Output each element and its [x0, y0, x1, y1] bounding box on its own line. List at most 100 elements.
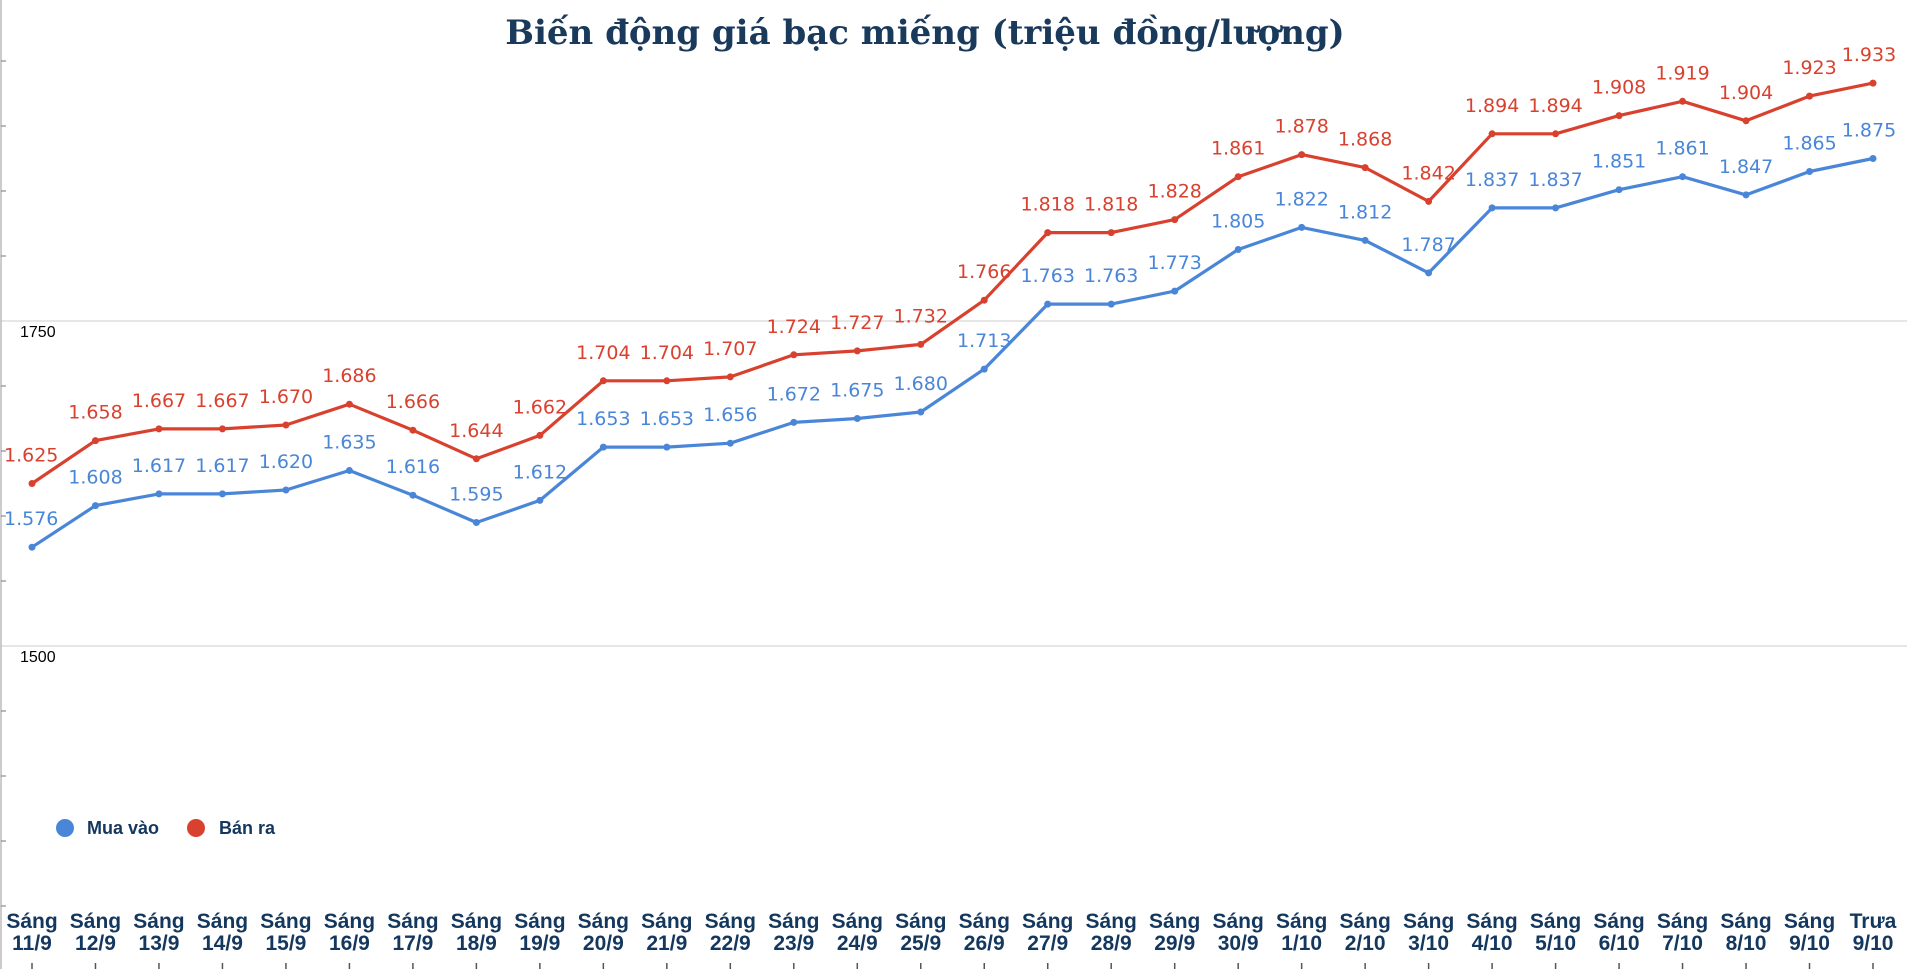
data-label: 1.653	[576, 408, 630, 430]
x-tick-label-line1: Sáng	[197, 910, 248, 933]
data-point	[1171, 287, 1179, 295]
x-tick-label: Sáng 17/9	[387, 910, 438, 955]
data-label: 1.766	[957, 261, 1011, 283]
x-tick-label-line2: 12/9	[75, 932, 116, 955]
data-point	[472, 519, 480, 526]
data-label: 1.878	[1274, 116, 1328, 138]
y-tick-labels: 1750 1500	[20, 324, 56, 666]
data-point	[536, 496, 544, 504]
data-label: 1.686	[322, 365, 376, 387]
data-label: 1.818	[1021, 194, 1075, 216]
data-point	[536, 431, 544, 439]
data-label: 1.612	[513, 461, 567, 483]
x-tick-label: Sáng 4/10	[1466, 910, 1517, 955]
data-label: 1.842	[1401, 162, 1455, 184]
x-tick-label-line1: Sáng	[1086, 910, 1137, 933]
x-tick-label: Sáng 27/9	[1022, 910, 1073, 955]
x-tick-label-line2: 2/10	[1345, 932, 1386, 955]
legend-swatch-mua-vao	[56, 819, 74, 837]
data-point	[1361, 236, 1369, 244]
data-label: 1.667	[195, 390, 249, 412]
x-tick-label-line2: 26/9	[964, 932, 1005, 955]
data-point	[28, 480, 36, 487]
x-tick-label-line2: 24/9	[837, 932, 878, 955]
data-point	[1552, 130, 1560, 138]
data-label: 1.625	[4, 445, 58, 467]
x-tick-label: Sáng 20/9	[578, 910, 629, 955]
data-point	[1615, 112, 1623, 120]
x-tick-label-line1: Sáng	[959, 910, 1010, 933]
legend-label-mua-vao: Mua vào	[87, 818, 159, 838]
x-tick-label-line2: 8/10	[1726, 932, 1767, 955]
data-label: 1.666	[386, 391, 440, 413]
data-label: 1.658	[68, 402, 122, 424]
data-label: 1.644	[449, 420, 503, 442]
x-tick-label-line1: Sáng	[1149, 910, 1200, 933]
data-point	[1171, 216, 1179, 224]
data-point	[1806, 92, 1814, 100]
x-tick-label-line2: 7/10	[1662, 932, 1703, 955]
data-point	[663, 443, 671, 451]
data-label: 1.805	[1211, 211, 1265, 233]
x-tick-label: Sáng 18/9	[451, 910, 502, 955]
data-point	[1044, 300, 1052, 308]
data-label: 1.672	[767, 383, 821, 405]
x-tick-label-line1: Sáng	[1720, 910, 1771, 933]
x-tick-label: Sáng 22/9	[705, 910, 756, 955]
data-label: 1.662	[513, 396, 567, 418]
data-label: 1.675	[830, 380, 884, 402]
x-tick-label: Sáng 21/9	[641, 910, 692, 955]
data-label: 1.576	[4, 508, 58, 530]
x-tick-label-line1: Sáng	[1022, 910, 1073, 933]
x-tick-label: Sáng 6/10	[1593, 910, 1644, 955]
x-tick-label: Sáng 24/9	[832, 910, 883, 955]
data-point	[1107, 229, 1115, 237]
x-tick-label: Sáng 7/10	[1657, 910, 1708, 955]
y-minor-ticks	[1, 60, 6, 907]
data-label: 1.707	[703, 338, 757, 360]
legend-swatch-ban-ra	[187, 819, 205, 837]
x-tick-label: Sáng 5/10	[1530, 910, 1581, 955]
data-label: 1.713	[957, 330, 1011, 352]
x-tick-label-line1: Sáng	[832, 910, 883, 933]
data-label: 1.653	[640, 408, 694, 430]
data-label: 1.875	[1842, 120, 1896, 142]
data-label: 1.812	[1338, 201, 1392, 223]
x-tick-label-line2: 5/10	[1535, 932, 1576, 955]
data-point	[409, 491, 417, 499]
data-label: 1.868	[1338, 129, 1392, 151]
x-tick-label-line1: Sáng	[705, 910, 756, 933]
data-label: 1.620	[259, 451, 313, 473]
data-point	[726, 439, 734, 447]
data-point	[1806, 168, 1814, 175]
x-tick-label: Sáng 2/10	[1339, 910, 1390, 955]
y-tick-label: 1500	[20, 649, 56, 666]
x-tick-label-line2: 23/9	[773, 932, 814, 955]
x-tick-label: Sáng 28/9	[1086, 910, 1137, 955]
x-tick-label-line2: 1/10	[1281, 932, 1322, 955]
data-label: 1.894	[1528, 95, 1582, 117]
y-tick-label: 1750	[20, 324, 56, 341]
series-lines	[30, 81, 1875, 549]
data-point	[1107, 300, 1115, 308]
x-tick-label-line1: Sáng	[1530, 910, 1581, 933]
data-point	[663, 377, 671, 385]
data-point	[1742, 191, 1750, 199]
chart-title: Biến động giá bạc miếng (triệu đồng/lượn…	[505, 13, 1344, 53]
x-tick-label-line2: 27/9	[1027, 932, 1068, 955]
data-point	[1742, 117, 1750, 125]
data-point	[917, 340, 925, 348]
data-label: 1.763	[1021, 265, 1075, 287]
data-label: 1.595	[449, 484, 503, 506]
data-label: 1.818	[1084, 194, 1138, 216]
data-point	[1679, 97, 1687, 105]
data-label: 1.773	[1147, 252, 1201, 274]
x-tick-label: Sáng 19/9	[514, 910, 565, 955]
x-tick-label: Sáng 15/9	[260, 910, 311, 955]
x-tick-label-line2: 25/9	[900, 932, 941, 955]
data-point	[282, 421, 290, 429]
data-label: 1.837	[1465, 169, 1519, 191]
x-tick-label: Sáng 30/9	[1213, 910, 1264, 955]
data-point	[155, 490, 163, 498]
